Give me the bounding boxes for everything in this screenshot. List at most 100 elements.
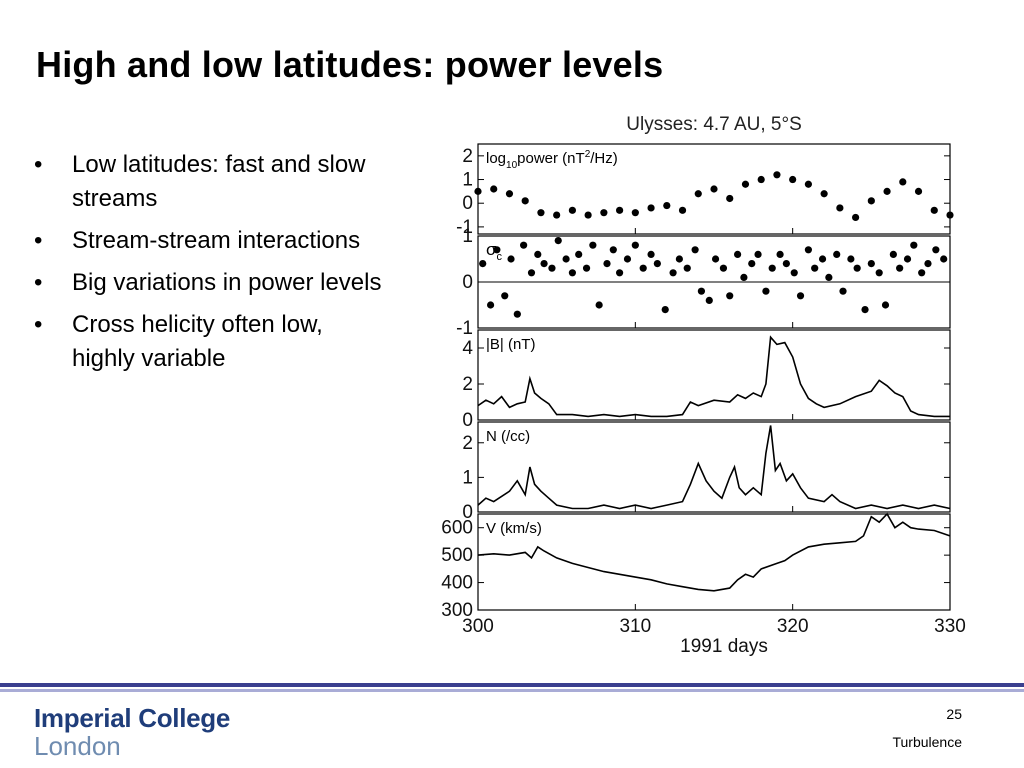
y-tick-label: 0 (462, 410, 473, 431)
footer-rule-light (0, 689, 1024, 692)
bullet-marker: • (34, 311, 43, 338)
y-tick-label: 4 (462, 338, 473, 359)
bullet-list: • Low latitudes: fast and slow streams • S… (32, 148, 392, 384)
footer-rule (0, 683, 1024, 687)
data-point (804, 180, 812, 188)
data-point (811, 264, 819, 272)
data-point (548, 264, 556, 272)
x-tick-label: 300 (462, 616, 494, 637)
y-tick-label: 1 (462, 170, 473, 191)
data-point (867, 197, 875, 205)
data-point (796, 292, 805, 300)
y-tick-label: 2 (462, 433, 473, 454)
data-point (734, 250, 742, 258)
data-point (647, 250, 655, 258)
data-point (486, 301, 495, 309)
data-point (616, 269, 624, 277)
data-point (553, 211, 561, 219)
data-point (505, 190, 514, 198)
y-tick-label: 0 (462, 193, 473, 214)
bullet-text: Big variations in power levels (72, 269, 382, 296)
data-point (773, 171, 781, 179)
panel-label: log10power (nT2/Hz) (486, 149, 618, 171)
data-point (748, 260, 756, 268)
footer-topic: Turbulence (892, 734, 962, 750)
data-point (647, 204, 655, 212)
data-point (683, 264, 691, 272)
data-point (520, 241, 528, 249)
bullet-item: • Cross helicity often low, highly variab… (32, 308, 392, 376)
y-tick-label: 400 (441, 573, 473, 594)
y-tick-label: 300 (441, 600, 473, 621)
panel-label: N (/cc) (486, 428, 530, 445)
data-point (924, 260, 932, 268)
y-tick-label: 0 (462, 502, 473, 523)
data-point (575, 250, 583, 258)
data-point (474, 187, 482, 195)
y-tick-label: 2 (462, 146, 473, 167)
bullet-marker: • (34, 151, 43, 178)
bullet-text: Cross helicity often low, highly variabl… (72, 311, 323, 372)
data-point (479, 260, 487, 268)
data-point (726, 194, 734, 203)
data-point (804, 246, 812, 254)
y-tick-label: 1 (462, 467, 473, 488)
data-point (697, 287, 706, 295)
data-point (820, 190, 828, 198)
bullet-item: • Big variations in power levels (32, 266, 392, 300)
y-tick-label: 500 (441, 545, 473, 566)
data-point (501, 292, 509, 300)
panel-label: σc (486, 240, 503, 263)
data-point (603, 260, 611, 268)
data-point (562, 255, 570, 263)
data-point (899, 178, 907, 186)
data-point (554, 237, 562, 245)
bullet-marker: • (34, 269, 43, 296)
bullet-text: Low latitudes: fast and slow streams (72, 151, 366, 212)
y-tick-label: -1 (456, 217, 473, 238)
data-point (631, 241, 639, 249)
data-point (705, 296, 713, 304)
data-point (600, 209, 608, 217)
data-point (568, 206, 576, 214)
data-point (675, 255, 683, 263)
series-line (477, 425, 951, 510)
x-tick-label: 320 (777, 616, 809, 637)
data-point (930, 206, 938, 214)
panel-label: |B| (nT) (486, 336, 535, 353)
data-point (776, 250, 784, 258)
data-point (741, 180, 750, 188)
panel-label: V (km/s) (486, 520, 542, 537)
y-tick-label: 1 (462, 226, 473, 247)
data-point (527, 269, 536, 277)
panel-frame (477, 513, 951, 611)
data-point (918, 269, 926, 277)
series-line (477, 512, 951, 592)
slide-title: High and low latitudes: power levels (36, 44, 664, 85)
data-point (914, 187, 923, 195)
data-point (768, 264, 776, 272)
data-point (513, 310, 521, 318)
data-point (490, 185, 498, 193)
bullet-text: Stream-stream interactions (72, 227, 361, 254)
data-point (889, 250, 897, 258)
y-tick-label: -1 (456, 318, 473, 339)
data-point (582, 264, 591, 272)
y-tick-label: 2 (462, 374, 473, 395)
bullet-item: • Stream-stream interactions (32, 224, 392, 258)
data-point (867, 260, 875, 268)
data-point (661, 306, 669, 314)
data-point (875, 269, 883, 277)
data-point (653, 260, 661, 268)
data-point (568, 269, 576, 277)
data-point (946, 211, 954, 219)
data-point (757, 175, 765, 184)
data-point (584, 211, 592, 219)
x-tick-label: 330 (934, 616, 966, 637)
panel-frame (477, 421, 951, 513)
x-axis-label: 1991 days (680, 636, 768, 656)
data-point (825, 273, 833, 281)
college-logo: Imperial College London (34, 704, 230, 760)
data-point (537, 209, 545, 217)
data-point (896, 264, 904, 272)
